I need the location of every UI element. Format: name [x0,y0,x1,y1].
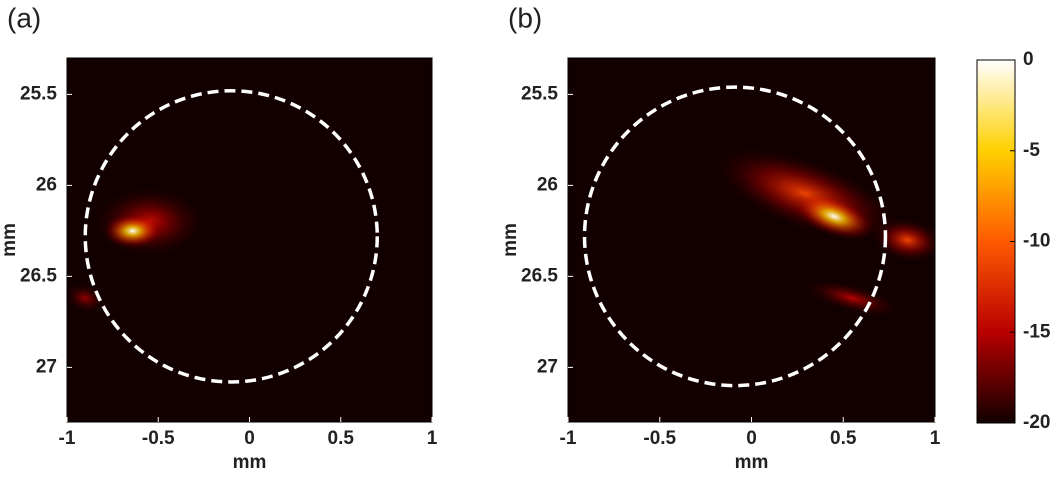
x-tick-label: 0.5 [328,428,355,449]
x-axis-label: mm [735,452,769,473]
plot-area [67,58,432,422]
x-tick-label: 0.5 [830,428,857,449]
y-axis-label: mm [500,223,521,257]
colorbar-tick-label: -20 [1023,412,1050,433]
plot-area [568,58,935,422]
x-tick-label: -0.5 [142,428,175,449]
hotspot [101,212,164,250]
y-tick-label: 25.5 [521,83,558,104]
hotspot [802,278,903,318]
x-tick-label: 0 [244,428,255,449]
colorbar-tick-label: -10 [1023,231,1050,252]
y-tick-label: 25.5 [20,83,57,104]
x-tick-label: -0.5 [643,428,676,449]
y-tick-label: 27 [537,356,558,377]
x-tick-label: 1 [427,428,438,449]
y-tick-label: 26.5 [521,265,558,286]
x-tick-label: 0 [746,428,757,449]
boundary-circle [582,85,888,388]
panel-label: (a) [7,2,41,33]
y-tick-label: 26 [36,174,57,195]
y-tick-label: 26 [537,174,558,195]
x-tick-label: 1 [930,428,941,449]
colorbar [976,59,1016,424]
x-axis-label: mm [233,452,267,473]
y-tick-label: 27 [36,356,57,377]
panel-label: (b) [508,2,542,33]
colorbar-tick-label: -5 [1023,140,1040,161]
colorbar-tick-label: -15 [1023,321,1050,342]
hotspot [792,192,877,241]
hotspot [67,282,107,314]
hotspot [871,217,935,263]
y-tick-label: 26.5 [20,265,57,286]
colorbar-tick-label: 0 [1023,49,1034,70]
y-axis-label: mm [0,223,20,257]
boundary-circle [83,89,379,384]
x-tick-label: -1 [59,428,76,449]
x-tick-label: -1 [560,428,577,449]
